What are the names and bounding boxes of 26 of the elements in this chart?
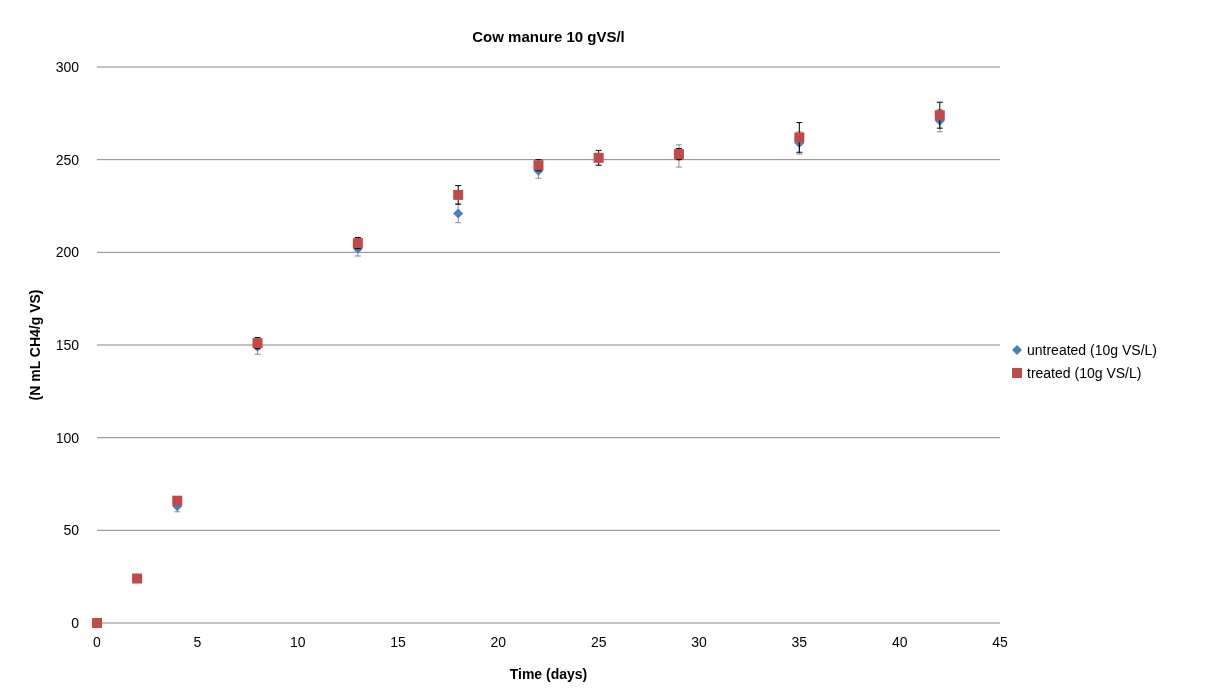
x-tick-label: 40 — [891, 634, 908, 650]
y-tick-label: 200 — [55, 244, 80, 261]
y-tick-label: 250 — [55, 151, 80, 168]
y-tick-label: 100 — [55, 429, 80, 446]
y-tick-label: 0 — [71, 615, 80, 631]
point — [172, 495, 183, 506]
chart-title: Cow manure 10 gVS/l — [472, 28, 625, 45]
y-tick-label: 300 — [55, 59, 80, 75]
x-tick-label: 30 — [691, 634, 707, 650]
point — [92, 618, 102, 628]
x-tick-label: 10 — [289, 634, 306, 650]
point — [453, 208, 464, 219]
y-tick-label: 150 — [55, 337, 80, 353]
x-axis-title: Time (days) — [509, 666, 588, 682]
y-tick-label: 50 — [63, 522, 80, 539]
x-tick-label: 35 — [791, 634, 808, 650]
x-tick-label: 5 — [193, 634, 202, 650]
y-axis-title: (N mL CH4/g VS) — [27, 289, 43, 401]
x-tick-label: 15 — [390, 634, 406, 650]
legend-label: treated (10g VS/L) — [1027, 365, 1142, 381]
point — [453, 189, 464, 200]
x-tick-label: 45 — [992, 634, 1008, 650]
legend-label: untreated (10g VS/L) — [1027, 342, 1157, 358]
x-tick-label: 0 — [93, 634, 102, 650]
x-tick-label: 25 — [590, 634, 607, 650]
x-tick-label: 20 — [490, 634, 507, 650]
